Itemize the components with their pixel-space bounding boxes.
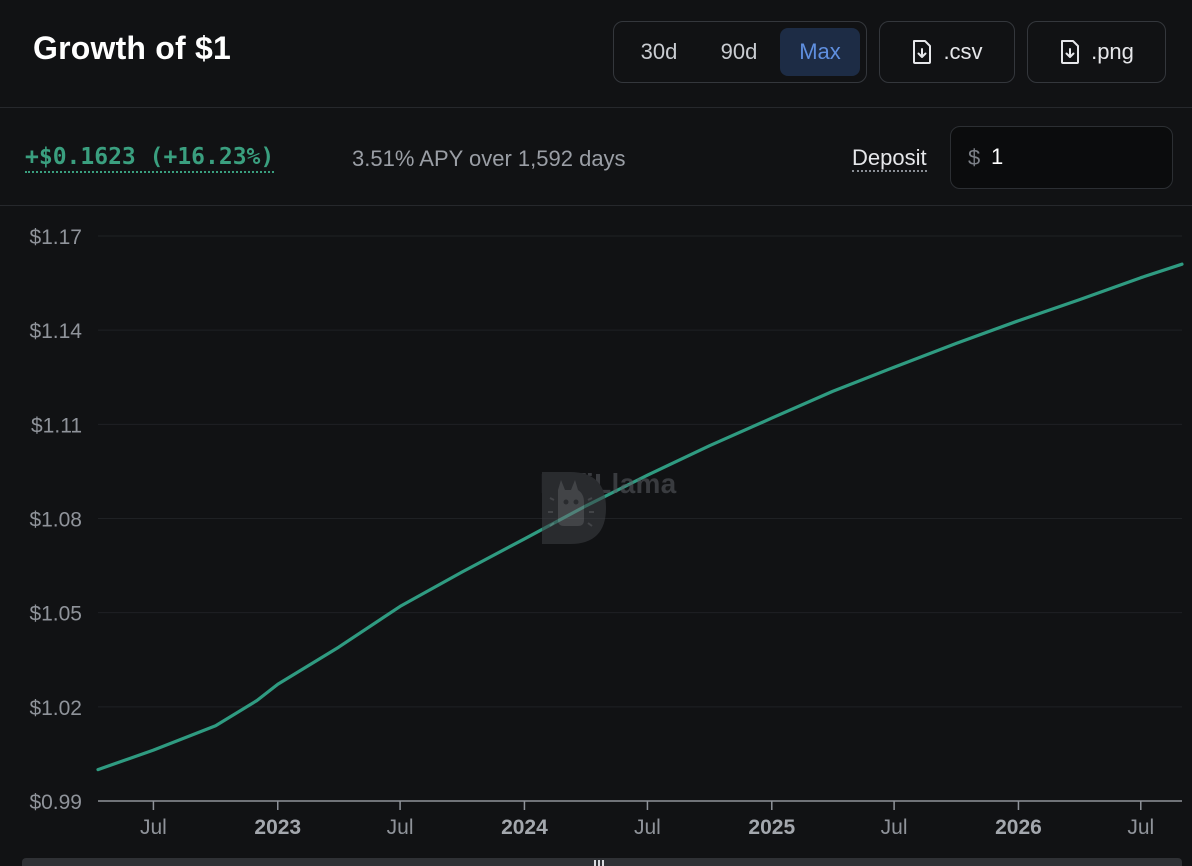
x-tick-label: 2023 xyxy=(254,816,301,839)
x-tick-label: Jul xyxy=(1127,816,1154,839)
x-tick-label: 2024 xyxy=(501,816,548,839)
page-title: Growth of $1 xyxy=(33,30,231,66)
time-range-selector: 30d 90d Max xyxy=(613,21,867,83)
y-tick-label: $1.08 xyxy=(29,509,82,532)
download-png-button[interactable]: .png xyxy=(1027,21,1166,83)
range-max-button[interactable]: Max xyxy=(780,28,860,76)
growth-line-chart[interactable]: $0.99 $1.02 $1.05 $1.08 $1.11 $1.14 $1.17 Jul 20… xyxy=(0,206,1192,866)
y-tick-label: $1.17 xyxy=(29,226,82,249)
deposit-field[interactable]: $ xyxy=(950,126,1173,189)
y-tick-label: $0.99 xyxy=(29,791,82,814)
y-tick-label: $1.14 xyxy=(29,320,82,343)
chart-header: Growth of $1 30d 90d Max .csv .png xyxy=(0,0,1192,108)
y-tick-label: $1.11 xyxy=(31,414,82,437)
chart-area: $0.99 $1.02 $1.05 $1.08 $1.11 $1.14 $1.17 Jul 20… xyxy=(0,206,1192,866)
file-download-icon xyxy=(1061,40,1080,64)
x-tick-label: Jul xyxy=(387,816,414,839)
x-tick-label: Jul xyxy=(634,816,661,839)
currency-symbol: $ xyxy=(968,145,981,170)
gain-value[interactable]: +$0.1623 (+16.23%) xyxy=(25,144,275,173)
download-png-label: .png xyxy=(1091,39,1134,64)
file-download-icon xyxy=(913,40,932,64)
deposit-label[interactable]: Deposit xyxy=(852,145,927,172)
range-90d-button[interactable]: 90d xyxy=(720,39,758,64)
summary-bar: +$0.1623 (+16.23%) 3.51% APY over 1,592 … xyxy=(0,108,1192,206)
range-30d-button[interactable]: 30d xyxy=(640,39,678,64)
x-tick-label: Jul xyxy=(881,816,908,839)
y-tick-label: $1.05 xyxy=(29,603,82,626)
y-tick-label: $1.02 xyxy=(29,697,82,720)
download-csv-label: .csv xyxy=(943,39,983,64)
deposit-input[interactable] xyxy=(991,139,1151,175)
apy-text: 3.51% APY over 1,592 days xyxy=(352,146,626,171)
series-line-0[interactable] xyxy=(96,262,1184,772)
x-tick-label: Jul xyxy=(140,816,167,839)
x-tick-label: 2025 xyxy=(748,816,795,839)
llama-logo-icon xyxy=(542,472,606,544)
x-tick-label: 2026 xyxy=(995,816,1042,839)
watermark: DefiLlama xyxy=(540,468,677,544)
download-csv-button[interactable]: .csv xyxy=(879,21,1015,83)
scrollbar-grip-icon[interactable] xyxy=(594,858,604,866)
